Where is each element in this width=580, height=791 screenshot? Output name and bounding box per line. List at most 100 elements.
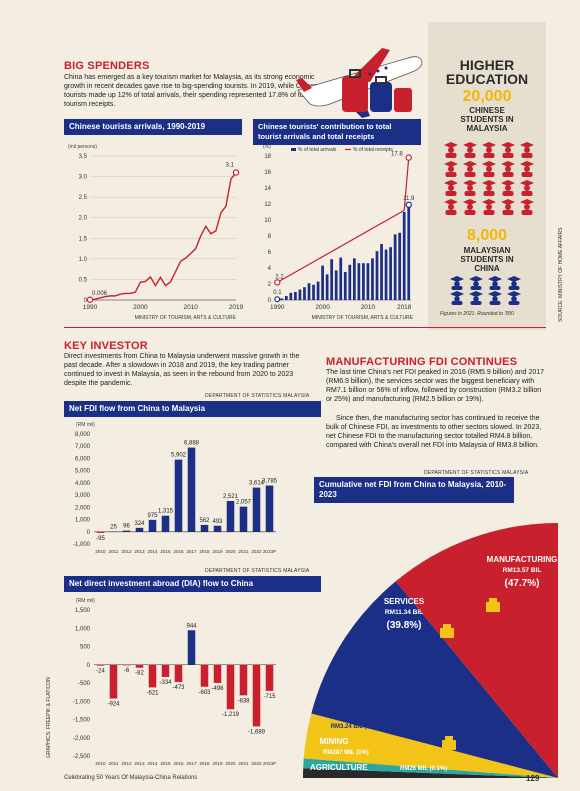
x-tick-label: 2014 <box>147 761 158 766</box>
y-tick-label: 8 <box>268 234 272 240</box>
x-tick-label: 2016 <box>173 761 184 766</box>
x-tick-label: 2017 <box>186 549 197 554</box>
student-body-icon <box>464 172 476 177</box>
bar <box>161 664 170 677</box>
x-tick-label: 2020 <box>225 761 236 766</box>
y-tick-label: -1,000 <box>73 699 91 705</box>
receipts-point <box>274 279 281 286</box>
bar-value-label: -82 <box>135 671 144 677</box>
bar-value-label: 975 <box>147 513 158 519</box>
footer-text: Celebrating 50 Years Of Malaysia-China R… <box>64 775 198 781</box>
airplane-luggage-illustration <box>296 48 423 118</box>
mining-icon <box>442 740 456 750</box>
y-tick-label: 10 <box>264 218 271 224</box>
bar <box>213 664 222 683</box>
y-tick-label: 4 <box>268 266 272 272</box>
education-note: Figures in 2021. Rounded to '000 <box>440 311 514 317</box>
bar-value-label: -24 <box>96 669 105 675</box>
x-tick-label: 2000 <box>315 304 330 311</box>
bar-arrivals <box>402 212 406 300</box>
y-tick-label: -500 <box>78 681 91 687</box>
chart-contribution-title: Chinese tourists' contribution to total … <box>253 119 421 145</box>
student-body-icon <box>464 153 476 158</box>
x-tick-label: 1990 <box>270 304 285 311</box>
manufacturing-title: MANUFACTURING FDI CONTINUES <box>326 356 518 368</box>
bar-value-label: 5,902 <box>171 453 187 459</box>
bar <box>252 487 261 532</box>
factory-icon-top <box>489 598 497 602</box>
x-tick-label: 2021 <box>238 549 249 554</box>
bar-arrivals <box>298 289 302 300</box>
chinese-students-count: 20,000 <box>462 88 512 105</box>
y-tick-label: 0 <box>268 298 272 304</box>
bar-arrivals <box>307 283 311 300</box>
y-axis-label: (RM mil) <box>76 422 95 428</box>
x-tick-label: 2023P <box>263 761 276 766</box>
bar-value-label: 324 <box>134 521 145 527</box>
slice-value-services: RM11.34 BIL <box>385 609 423 616</box>
page-number: 129 <box>526 774 540 783</box>
y-tick-label: -2,000 <box>73 736 91 742</box>
student-body-icon <box>502 172 514 177</box>
bar-value-label: 2,521 <box>223 494 239 500</box>
bar-value-label: -473 <box>172 685 185 691</box>
y-axis-label: (%) <box>263 144 271 150</box>
student-head-icon <box>454 296 460 302</box>
x-tick-label: 2018 <box>397 304 412 311</box>
bar-value-label: 25 <box>110 524 117 530</box>
bar-arrivals <box>312 284 315 300</box>
x-tick-label: 2015 <box>160 549 171 554</box>
y-tick-label: 0 <box>87 530 91 536</box>
y-tick-label: 14 <box>264 186 271 192</box>
y-tick-label: 8,000 <box>75 432 91 438</box>
bar-arrivals <box>321 265 324 300</box>
y-tick-label: 2.0 <box>79 216 88 222</box>
y-tick-label: 7,000 <box>75 444 91 450</box>
bar <box>200 664 209 687</box>
bar-arrivals <box>398 232 402 300</box>
chart-arrivals-title: Chinese tourists arrivals, 1990-2019 <box>64 119 242 135</box>
bar-arrivals <box>284 296 288 300</box>
graduation-cap-icon <box>444 161 458 167</box>
bar-arrivals <box>380 244 383 300</box>
bar-arrivals <box>357 263 361 300</box>
bar <box>135 664 144 668</box>
graduation-cap-icon <box>482 199 496 205</box>
student-body-icon <box>445 210 457 215</box>
y-tick-label: 2 <box>268 282 272 288</box>
construction-icon-top <box>453 702 461 706</box>
student-body-icon <box>483 153 495 158</box>
chinese-students-label: CHINESE STUDENTS IN MALAYSIA <box>460 106 514 133</box>
student-head-icon <box>473 296 479 302</box>
bar-value-label: -838 <box>237 698 250 704</box>
y-tick-label: -2,500 <box>73 754 91 760</box>
student-body-icon <box>451 301 463 305</box>
data-point <box>232 169 240 176</box>
x-tick-label: 2010 <box>95 761 106 766</box>
y-tick-label: 2,000 <box>75 505 91 511</box>
section-divider <box>64 327 546 328</box>
slice-value-mining: RM287 MIL (1%) <box>323 750 369 756</box>
student-head-icon <box>448 204 454 210</box>
y-tick-label: 6,000 <box>75 456 91 462</box>
student-head-icon <box>505 204 511 210</box>
chart-fdi: (RM mil) 8,000 7,000 6,000 5,000 4,000 3,000 2,… <box>73 422 278 554</box>
student-body-icon <box>451 286 463 290</box>
graduation-cap-icon <box>482 161 496 167</box>
chart-contribution: (%) 0 2 4 6 8 10 12 14 16 18 % of total arrivals % o… <box>263 144 415 321</box>
student-body-icon <box>502 153 514 158</box>
malaysian-students-pictogram <box>450 276 521 305</box>
chart-arrivals: (mil persons) 0 0.5 1.0 1.5 2.0 2.5 3.0 3.5 1990 2… <box>68 144 244 321</box>
student-body-icon <box>483 191 495 196</box>
x-tick-label: 2019 <box>212 761 223 766</box>
chart-dia-source: DEPARTMENT OF STATISTICS MALAYSIA <box>205 568 310 574</box>
bar-arrivals <box>407 204 411 300</box>
x-tick-label: 2013 <box>134 761 145 766</box>
x-tick-label: 2011 <box>109 549 119 554</box>
y-tick-label: 18 <box>264 154 271 160</box>
student-body-icon <box>521 210 533 215</box>
bar-value-label: -1,689 <box>248 729 266 735</box>
graduation-cap-icon <box>444 180 458 186</box>
x-tick-label: 2016 <box>173 549 184 554</box>
bar <box>239 664 248 696</box>
